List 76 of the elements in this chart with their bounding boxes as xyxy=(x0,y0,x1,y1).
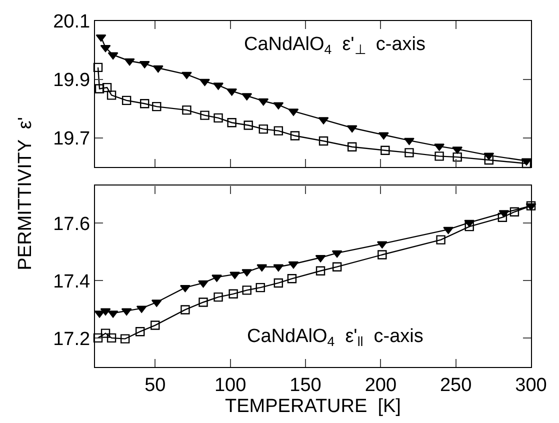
point xyxy=(152,65,164,73)
point xyxy=(226,88,238,96)
point xyxy=(242,286,252,295)
point xyxy=(122,96,132,106)
point xyxy=(332,262,342,272)
point xyxy=(378,250,387,260)
point xyxy=(332,250,342,258)
y-tick-label: 19.7 xyxy=(53,128,90,150)
point xyxy=(228,289,238,299)
x-tick-label: 100 xyxy=(214,374,246,396)
text: CaNdAlO$_{4}$ ε'$_{⊥}$ c-axis xyxy=(244,34,426,57)
y-tick-label: 17.6 xyxy=(53,214,90,235)
x-tick-label: 150 xyxy=(290,374,322,396)
y-tick-label: 17.4 xyxy=(53,271,91,292)
point xyxy=(212,274,222,282)
point xyxy=(152,102,162,112)
point xyxy=(180,305,190,314)
point xyxy=(274,278,284,288)
point xyxy=(380,146,390,155)
point xyxy=(452,152,462,162)
y-tick-label: 19.9 xyxy=(53,70,90,92)
point xyxy=(100,44,111,52)
point xyxy=(484,155,494,165)
point xyxy=(258,124,268,134)
point xyxy=(316,266,326,276)
point xyxy=(443,226,454,234)
point xyxy=(124,58,135,66)
point xyxy=(198,280,208,288)
point xyxy=(120,334,130,344)
point xyxy=(287,274,297,284)
point xyxy=(464,222,474,232)
point xyxy=(106,333,116,343)
y-axis-title: PERMITTIVITY ε' xyxy=(15,117,36,270)
y-tick-label: 20.1 xyxy=(53,12,90,33)
x-axis-title: TEMPERATURE [K] xyxy=(225,396,401,417)
point xyxy=(288,261,299,269)
x-tick-label: 250 xyxy=(440,374,472,396)
y-tick-label: 17.2 xyxy=(53,328,90,350)
point xyxy=(258,98,269,106)
point xyxy=(182,105,192,115)
point xyxy=(436,235,446,244)
point xyxy=(214,292,223,302)
point xyxy=(100,328,110,338)
point xyxy=(140,99,150,108)
point xyxy=(290,131,300,140)
x-tick-label: 50 xyxy=(144,374,166,396)
point xyxy=(227,118,236,128)
x-tick-label: 200 xyxy=(364,374,397,396)
point xyxy=(96,34,106,42)
text: CaNdAlO$_{4}$ ε'$_{ll}$ c-axis xyxy=(247,326,424,349)
point xyxy=(274,126,284,136)
point xyxy=(94,84,104,94)
point xyxy=(404,148,414,158)
point xyxy=(244,120,253,130)
point xyxy=(347,142,357,152)
point xyxy=(136,327,145,336)
point xyxy=(498,212,508,222)
point xyxy=(198,298,208,307)
point xyxy=(102,82,112,92)
point xyxy=(93,333,103,343)
x-tick-label: 300 xyxy=(515,374,547,396)
point xyxy=(510,207,520,216)
point xyxy=(522,158,532,168)
point xyxy=(256,282,265,292)
point xyxy=(404,138,414,146)
point xyxy=(200,78,210,86)
point xyxy=(200,110,210,120)
point xyxy=(106,90,116,100)
point xyxy=(181,72,192,80)
point xyxy=(214,113,223,123)
point xyxy=(93,62,103,72)
point xyxy=(180,284,190,292)
point xyxy=(434,152,444,161)
point xyxy=(318,136,328,146)
point xyxy=(150,320,160,330)
point xyxy=(213,82,224,90)
